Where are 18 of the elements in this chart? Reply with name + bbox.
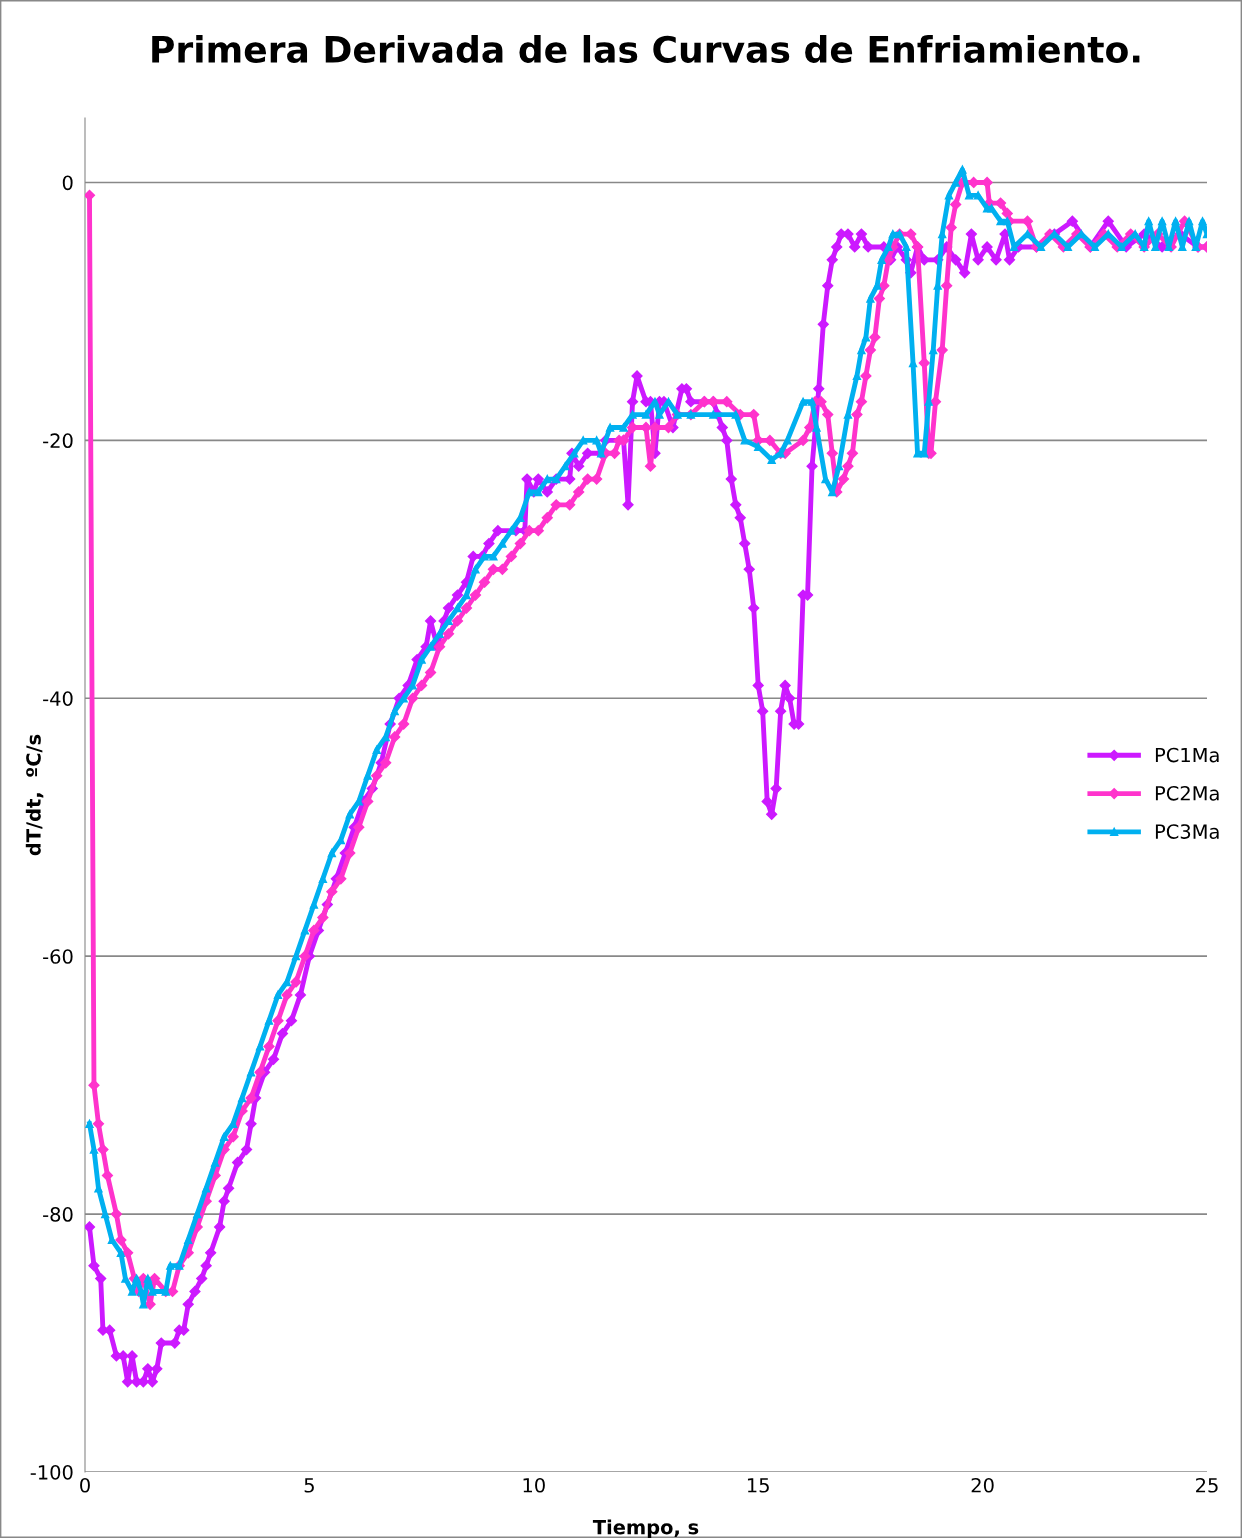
y-axis-title: dT/dt, ºC/s [25,734,44,856]
x-tick-label: 25 [1196,1477,1218,1493]
legend-label: PC2Ma [1155,785,1219,801]
legend-label: PC3Ma [1155,824,1219,839]
legend-label: PC1Ma [1155,747,1219,763]
y-tick-label: -60 [43,949,73,964]
x-tick-label: 10 [523,1477,545,1493]
y-tick-label: -20 [43,433,73,449]
y-tick-label: 0 [62,175,73,191]
y-tick-label: -40 [43,691,73,706]
y-tick-label: -100 [30,1464,73,1480]
x-tick-label: 20 [971,1477,994,1493]
chart-title: Primera Derivada de las Curvas de Enfriamiento. [152,35,1140,63]
x-axis-title: Tiempo, s [592,1519,699,1538]
x-tick-label: 5 [304,1478,314,1493]
x-tick-label: 0 [80,1477,90,1493]
y-tick-label: -80 [43,1207,73,1222]
x-tick-label: 15 [747,1478,769,1493]
